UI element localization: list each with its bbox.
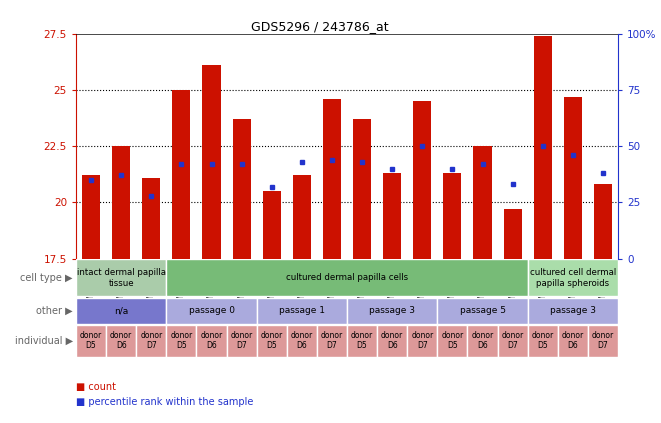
Text: donor
D5: donor D5 — [351, 331, 373, 350]
Bar — [136, 325, 167, 357]
Bar — [202, 65, 221, 258]
Bar — [467, 325, 498, 357]
Text: passage 1: passage 1 — [279, 306, 325, 315]
Bar — [444, 173, 461, 258]
Bar — [558, 325, 588, 357]
Bar — [407, 325, 438, 357]
Bar — [473, 146, 492, 258]
Bar — [262, 191, 281, 258]
Bar — [76, 298, 167, 324]
Text: cell type ▶: cell type ▶ — [20, 273, 73, 283]
Text: donor
D5: donor D5 — [442, 331, 463, 350]
Text: cultured dermal papilla cells: cultured dermal papilla cells — [286, 273, 408, 282]
Text: ■ count: ■ count — [76, 382, 116, 392]
Bar — [142, 178, 161, 258]
Bar — [353, 119, 371, 258]
Bar — [82, 176, 100, 258]
Bar — [256, 325, 287, 357]
Text: donor
D5: donor D5 — [531, 331, 554, 350]
Bar — [527, 298, 618, 324]
Bar — [413, 101, 432, 258]
Bar — [173, 90, 190, 258]
Bar — [533, 36, 552, 258]
Bar — [227, 325, 256, 357]
Bar — [167, 259, 527, 296]
Bar — [438, 298, 527, 324]
Bar — [196, 325, 227, 357]
Bar — [504, 209, 522, 258]
Bar — [76, 259, 167, 296]
Text: donor
D7: donor D7 — [140, 331, 163, 350]
Bar — [377, 325, 407, 357]
Text: ■ percentile rank within the sample: ■ percentile rank within the sample — [76, 397, 253, 407]
Text: other ▶: other ▶ — [36, 305, 73, 316]
Text: donor
D6: donor D6 — [562, 331, 584, 350]
Text: passage 0: passage 0 — [188, 306, 235, 315]
Title: GDS5296 / 243786_at: GDS5296 / 243786_at — [251, 20, 389, 33]
Text: passage 5: passage 5 — [459, 306, 506, 315]
Text: individual ▶: individual ▶ — [15, 336, 73, 346]
Text: donor
D5: donor D5 — [171, 331, 192, 350]
Bar — [106, 325, 136, 357]
Text: donor
D6: donor D6 — [381, 331, 403, 350]
Bar — [564, 97, 582, 258]
Bar — [233, 119, 251, 258]
Bar — [112, 146, 130, 258]
Bar — [167, 325, 196, 357]
Bar — [347, 325, 377, 357]
Bar — [293, 176, 311, 258]
Text: donor
D5: donor D5 — [80, 331, 102, 350]
Text: donor
D7: donor D7 — [411, 331, 434, 350]
Bar — [347, 298, 438, 324]
Bar — [256, 298, 347, 324]
Bar — [594, 184, 612, 258]
Bar — [317, 325, 347, 357]
Text: donor
D7: donor D7 — [592, 331, 614, 350]
Text: intact dermal papilla
tissue: intact dermal papilla tissue — [77, 268, 166, 288]
Text: donor
D7: donor D7 — [321, 331, 343, 350]
Bar — [76, 325, 106, 357]
Text: donor
D6: donor D6 — [291, 331, 313, 350]
Text: donor
D6: donor D6 — [200, 331, 223, 350]
Text: n/a: n/a — [114, 306, 128, 315]
Bar — [167, 298, 256, 324]
Bar — [287, 325, 317, 357]
Bar — [588, 325, 618, 357]
Bar — [498, 325, 527, 357]
Bar — [527, 259, 618, 296]
Bar — [438, 325, 467, 357]
Text: cultured cell dermal
papilla spheroids: cultured cell dermal papilla spheroids — [529, 268, 616, 288]
Bar — [323, 99, 341, 258]
Text: donor
D6: donor D6 — [110, 331, 132, 350]
Bar — [527, 325, 558, 357]
Text: donor
D7: donor D7 — [231, 331, 253, 350]
Bar — [383, 173, 401, 258]
Text: donor
D7: donor D7 — [502, 331, 524, 350]
Text: donor
D6: donor D6 — [471, 331, 494, 350]
Text: passage 3: passage 3 — [550, 306, 596, 315]
Text: donor
D5: donor D5 — [260, 331, 283, 350]
Text: passage 3: passage 3 — [369, 306, 415, 315]
